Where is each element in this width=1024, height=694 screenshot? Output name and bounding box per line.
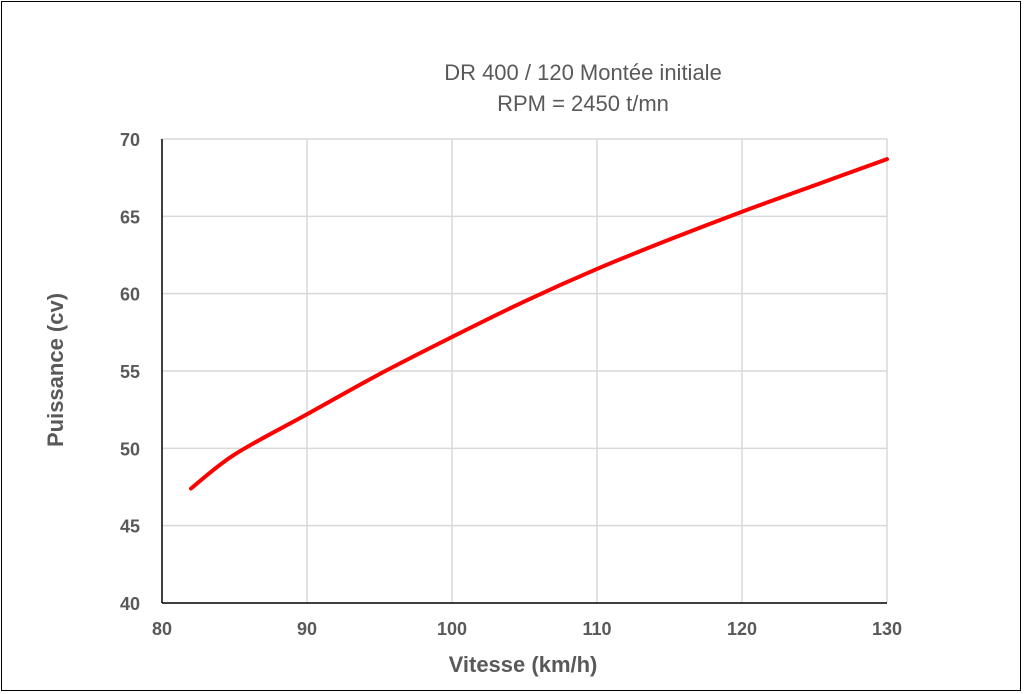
y-tick-label: 50 [120, 439, 140, 459]
series-group [189, 157, 889, 491]
x-axis-label: Vitesse (km/h) [449, 652, 598, 677]
series-line [189, 157, 889, 491]
y-tick-label: 45 [120, 517, 140, 537]
y-tick-label: 40 [120, 594, 140, 614]
gridlines [162, 138, 888, 603]
axes [161, 139, 887, 604]
y-axis-label: Puissance (cv) [43, 293, 68, 447]
chart-title: DR 400 / 120 Montée initiale [444, 60, 722, 85]
x-tick-label: 120 [727, 619, 757, 639]
y-tick-label: 55 [120, 362, 140, 382]
x-tick-label: 130 [872, 619, 902, 639]
x-tick-label: 110 [582, 619, 611, 639]
chart-subtitle: RPM = 2450 t/mn [497, 91, 669, 116]
y-tick-label: 70 [120, 130, 140, 150]
x-tick-label: 90 [297, 619, 317, 639]
y-tick-label: 60 [120, 285, 140, 305]
x-tick-label: 80 [152, 619, 172, 639]
x-tick-label: 100 [437, 619, 467, 639]
tick-labels: 80 90 100 110 120 130 40 45 50 55 60 65 70 [120, 130, 902, 639]
y-tick-label: 65 [120, 207, 140, 227]
